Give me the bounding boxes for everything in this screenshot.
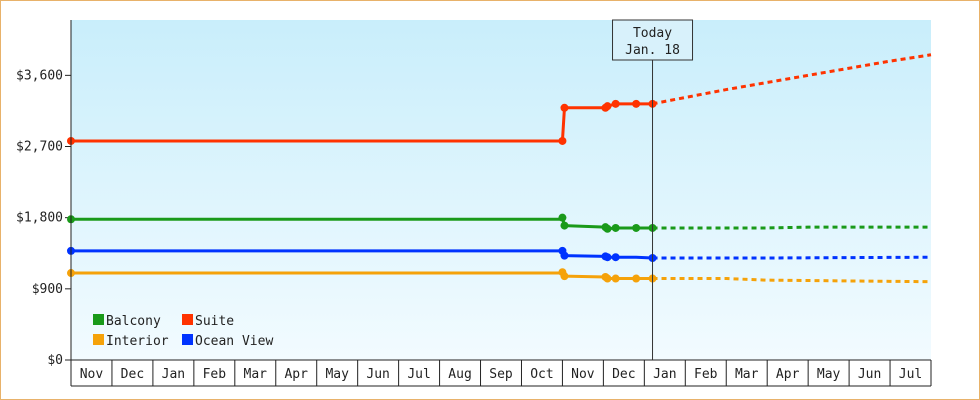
month-label: Jul [899, 367, 922, 382]
month-label: May [817, 367, 841, 382]
month-label: Dec [121, 367, 144, 382]
data-point [632, 274, 641, 283]
forecast-line [652, 225, 931, 230]
month-label: Nov [571, 367, 595, 382]
month-label: Sep [489, 367, 513, 382]
legend-item: Suite [182, 314, 234, 329]
legend-item: Balcony [93, 314, 161, 329]
x-axis: Nov Dec Jan Feb Mar Apr May Jun Jul Aug Sep Oct Nov D… [70, 359, 932, 387]
series-ocean-view [67, 246, 932, 262]
y-tick-label: $900 [32, 282, 63, 297]
y-tick-label: $0 [47, 353, 63, 368]
legend-swatch [93, 314, 104, 325]
today-box [612, 19, 694, 61]
legend-swatch [182, 314, 193, 325]
legend-label: Suite [195, 314, 234, 329]
data-point [611, 274, 620, 283]
month-label: Jan [653, 367, 676, 382]
legend-item: Ocean View [182, 334, 273, 349]
data-point [558, 136, 567, 145]
data-point [603, 253, 612, 262]
today-label: Today [633, 26, 672, 41]
month-label: Apr [776, 367, 800, 382]
month-label: Jul [407, 367, 430, 382]
month-label: Jun [858, 367, 881, 382]
month-label: Aug [448, 367, 471, 382]
series-interior [67, 268, 932, 284]
y-tick-label: $3,600 [16, 68, 63, 83]
month-label: Mar [735, 367, 759, 382]
data-point [603, 224, 612, 233]
forecast-line [652, 53, 932, 106]
data-point [632, 223, 641, 232]
data-point [560, 272, 569, 281]
month-label: Apr [284, 367, 308, 382]
data-point [560, 221, 569, 230]
month-label: Mar [244, 367, 268, 382]
legend: Balcony Suite Interior Ocean View [93, 314, 273, 349]
month-label: Oct [530, 367, 553, 382]
y-tick-label: $1,800 [16, 211, 63, 226]
month-label: Jun [366, 367, 389, 382]
legend-label: Balcony [106, 314, 161, 329]
today-date: Jan. 18 [625, 43, 680, 58]
data-point [603, 274, 612, 283]
today-callout: Today Jan. 18 [612, 19, 694, 61]
data-point [611, 223, 620, 232]
month-label: Feb [203, 367, 227, 382]
month-label: May [325, 367, 349, 382]
month-label: Nov [80, 367, 104, 382]
forecast-line [652, 277, 932, 284]
legend-item: Interior [93, 334, 169, 349]
legend-label: Ocean View [195, 334, 273, 349]
month-label: Jan [162, 367, 185, 382]
data-point [611, 253, 620, 262]
legend-swatch [182, 334, 193, 345]
month-label: Feb [694, 367, 718, 382]
forecast-line [652, 255, 932, 260]
data-point [632, 99, 641, 108]
series-balcony [67, 213, 931, 233]
data-point [560, 251, 569, 260]
y-axis-ticks: $0 $900 $1,800 $2,700 $3,600 [16, 68, 71, 368]
data-point [558, 213, 567, 222]
y-tick-label: $2,700 [16, 140, 63, 155]
month-label: Dec [612, 367, 635, 382]
data-point [611, 99, 620, 108]
data-point [560, 103, 569, 112]
plot-background [71, 20, 931, 360]
data-point [603, 102, 612, 111]
legend-label: Interior [106, 334, 169, 349]
legend-swatch [93, 334, 104, 345]
series-suite [67, 53, 932, 145]
series-layer [67, 53, 932, 284]
